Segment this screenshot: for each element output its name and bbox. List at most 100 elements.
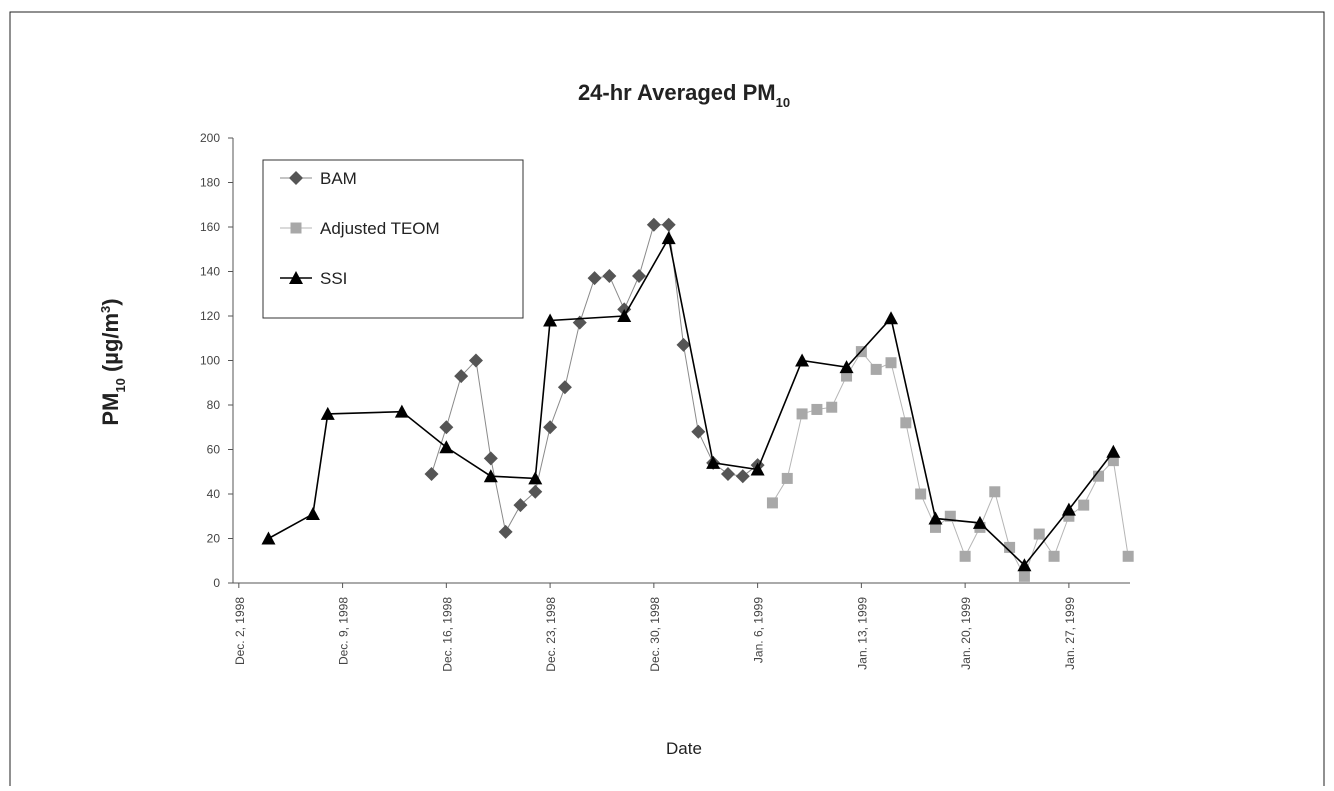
marker [1122, 550, 1134, 562]
series-line [268, 235, 1114, 567]
marker [557, 380, 572, 395]
y-label-part: 3 [98, 306, 113, 313]
y-label-part: (µg/m [98, 313, 123, 378]
marker [795, 353, 810, 367]
x-tick-label: Dec. 30, 1998 [648, 597, 662, 672]
y-label-part: PM [98, 393, 123, 426]
title-text: 24-hr Averaged PM [578, 80, 776, 105]
marker [587, 271, 602, 286]
marker [841, 370, 853, 382]
marker [691, 424, 706, 439]
marker [394, 404, 409, 418]
marker [1078, 499, 1090, 511]
marker [1018, 570, 1030, 582]
y-tick-label: 180 [200, 176, 220, 190]
marker [1106, 444, 1121, 458]
marker [928, 511, 943, 525]
marker [483, 469, 498, 483]
marker [839, 360, 854, 374]
marker [1061, 502, 1076, 516]
legend-marker [289, 171, 303, 185]
series-line [772, 350, 1129, 578]
marker [750, 462, 765, 476]
marker [513, 498, 528, 513]
y-label-part: 10 [113, 378, 128, 392]
marker [885, 357, 897, 369]
title-subscript: 10 [776, 95, 790, 110]
marker [826, 401, 838, 413]
legend-label: BAM [320, 169, 357, 188]
y-axis-label: PM10 (µg/m3) [98, 298, 128, 425]
y-tick-label: 200 [200, 131, 220, 145]
marker [498, 524, 513, 539]
x-tick-label: Jan. 13, 1999 [855, 597, 869, 670]
marker [454, 369, 469, 384]
marker [1017, 558, 1032, 572]
y-tick-label: 80 [207, 398, 221, 412]
marker [602, 268, 617, 283]
marker [781, 472, 793, 484]
marker [989, 486, 1001, 498]
legend-marker [289, 271, 303, 284]
y-tick-label: 100 [200, 354, 220, 368]
marker [1093, 470, 1105, 482]
x-tick-label: Jan. 6, 1999 [752, 597, 766, 663]
legend-label: SSI [320, 269, 347, 288]
marker [439, 440, 454, 454]
y-tick-label: 20 [207, 532, 221, 546]
legend-label: Adjusted TEOM [320, 219, 440, 238]
marker [543, 420, 558, 435]
legend [262, 159, 524, 319]
marker [706, 455, 721, 469]
marker [735, 469, 750, 484]
marker [483, 451, 498, 466]
marker [811, 403, 823, 415]
marker [676, 337, 691, 352]
marker [766, 497, 778, 509]
y-tick-label: 0 [213, 576, 220, 590]
marker [900, 417, 912, 429]
y-tick-label: 60 [207, 443, 221, 457]
y-tick-label: 140 [200, 265, 220, 279]
x-tick-label: Jan. 27, 1999 [1063, 597, 1077, 670]
marker [632, 268, 647, 283]
marker [796, 408, 808, 420]
x-tick-label: Jan. 20, 1999 [959, 597, 973, 670]
y-tick-label: 120 [200, 309, 220, 323]
marker [972, 515, 987, 529]
marker [1063, 510, 1075, 522]
y-tick-label: 40 [207, 487, 221, 501]
marker [320, 406, 335, 420]
marker [305, 507, 320, 521]
marker [468, 353, 483, 368]
marker [1107, 455, 1119, 467]
y-tick-label: 160 [200, 220, 220, 234]
x-tick-label: Dec. 2, 1998 [233, 597, 247, 665]
marker [1004, 541, 1016, 553]
marker [528, 471, 543, 485]
marker [646, 217, 661, 232]
marker [543, 313, 558, 327]
marker [661, 217, 676, 232]
marker [870, 363, 882, 375]
marker [528, 484, 543, 499]
x-tick-label: Dec. 16, 1998 [440, 597, 454, 672]
chart-title: 24-hr Averaged PM10 [578, 80, 790, 110]
marker [261, 531, 276, 545]
marker [915, 488, 927, 500]
marker [617, 309, 632, 322]
y-label-part: ) [98, 298, 123, 305]
x-axis-label: Date [666, 739, 702, 758]
marker [944, 510, 956, 522]
marker [439, 420, 454, 435]
legend-marker [290, 222, 302, 234]
marker [661, 231, 676, 245]
frame [9, 11, 1325, 786]
marker [1048, 550, 1060, 562]
marker [720, 466, 735, 481]
marker [424, 466, 439, 481]
marker [929, 521, 941, 533]
marker [959, 550, 971, 562]
marker [1033, 528, 1045, 540]
